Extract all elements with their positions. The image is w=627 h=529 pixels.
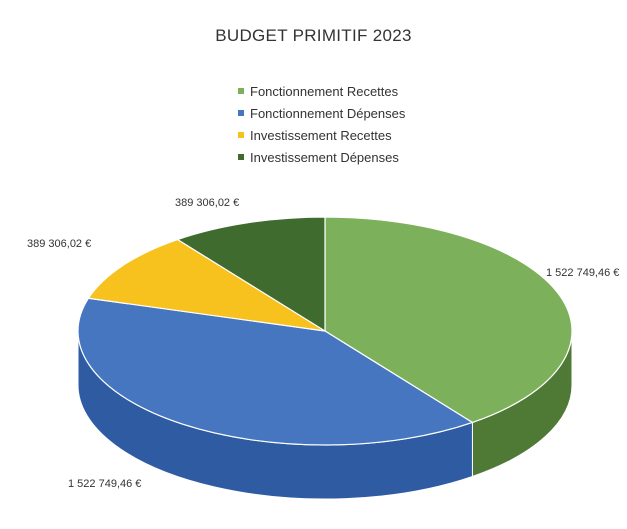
legend-swatch xyxy=(238,132,244,138)
pie-slice-2 xyxy=(87,238,326,332)
legend-item-investissement-recettes: Investissement Recettes xyxy=(238,124,405,146)
legend-label: Investissement Dépenses xyxy=(250,149,399,165)
legend-label: Fonctionnement Recettes xyxy=(250,83,399,99)
chart-title: BUDGET PRIMITIF 2023 xyxy=(215,26,412,45)
data-label-3: 389 306,02 € xyxy=(175,197,239,209)
data-label-2: 389 306,02 € xyxy=(27,238,91,250)
pie-slice-3 xyxy=(176,216,326,333)
legend-item-fonctionnement-depenses: Fonctionnement Dépenses xyxy=(238,102,405,124)
legend-item-investissement-depenses: Investissement Dépenses xyxy=(238,146,405,168)
legend: Fonctionnement Recettes Fonctionnement D… xyxy=(238,80,405,168)
legend-item-fonctionnement-recettes: Fonctionnement Recettes xyxy=(238,80,405,102)
pie-slice-1 xyxy=(77,297,474,446)
legend-label: Fonctionnement Dépenses xyxy=(250,105,406,121)
data-label-1: 1 522 749,46 € xyxy=(68,478,141,490)
data-label-0: 1 522 749,46 € xyxy=(546,267,619,279)
pie-slice-0 xyxy=(324,216,573,424)
legend-label: Investissement Recettes xyxy=(250,127,392,143)
legend-swatch xyxy=(238,88,244,94)
legend-swatch xyxy=(238,110,244,116)
legend-swatch xyxy=(238,154,244,160)
